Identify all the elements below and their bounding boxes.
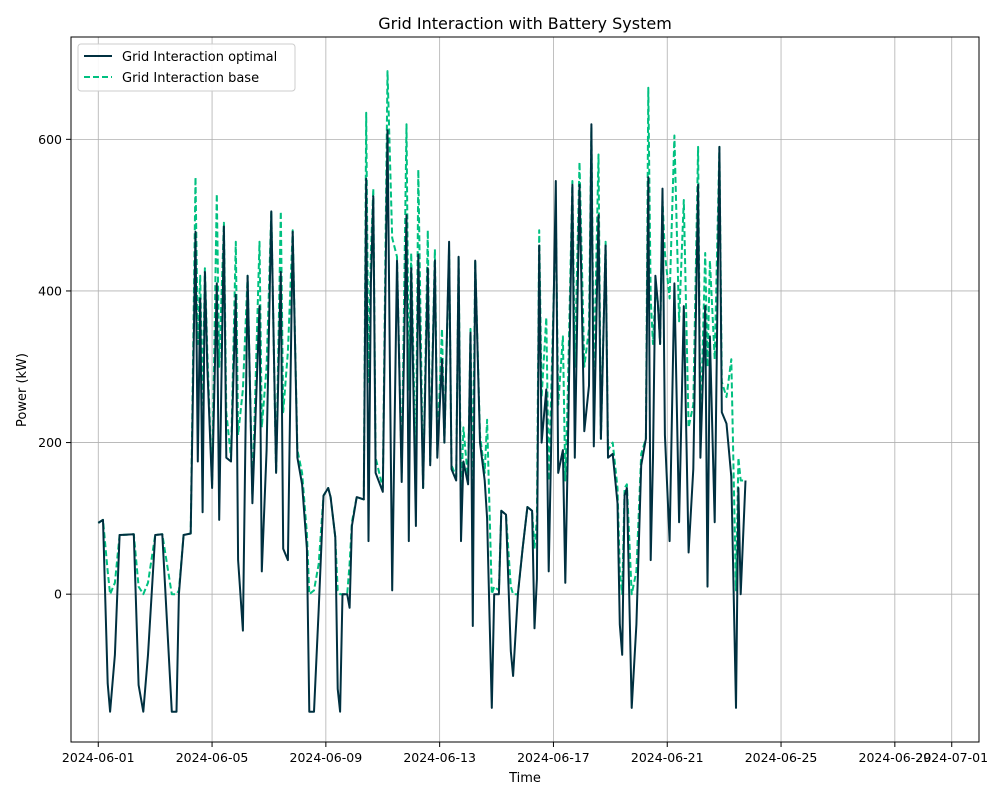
x-tick-label: 2024-06-09 [290,750,363,765]
legend: Grid Interaction optimal Grid Interactio… [77,43,296,92]
x-tick-label: 2024-06-17 [517,750,590,765]
y-tick-label: 400 [38,283,62,298]
x-tick-label: 2024-07-01 [915,750,988,765]
legend-label-base: Grid Interaction base [122,71,259,86]
x-tick-label: 2024-06-01 [62,750,135,765]
series-line-optimal [97,123,747,713]
y-axis: 0 200 400 600 [38,132,71,602]
x-tick-label: 2024-06-21 [631,750,704,765]
x-tick-label: 2024-06-05 [176,750,249,765]
series-layer [97,70,747,713]
y-tick-label: 600 [38,132,62,147]
plot-frame [70,36,980,743]
x-axis: 2024-06-01 2024-06-05 2024-06-09 2024-06-13… [62,742,988,765]
y-tick-label: 0 [54,587,62,602]
chart-title: Grid Interaction with Battery System [378,14,672,33]
x-tick-label: 2024-06-13 [403,750,476,765]
x-tick-label: 2024-06-29 [859,750,932,765]
x-axis-label: Time [508,771,541,786]
y-axis-label: Power (kW) [15,353,30,427]
x-tick-label: 2024-06-25 [745,750,818,765]
legend-box [77,43,296,92]
y-tick-label: 200 [38,435,62,450]
legend-label-optimal: Grid Interaction optimal [122,50,277,65]
